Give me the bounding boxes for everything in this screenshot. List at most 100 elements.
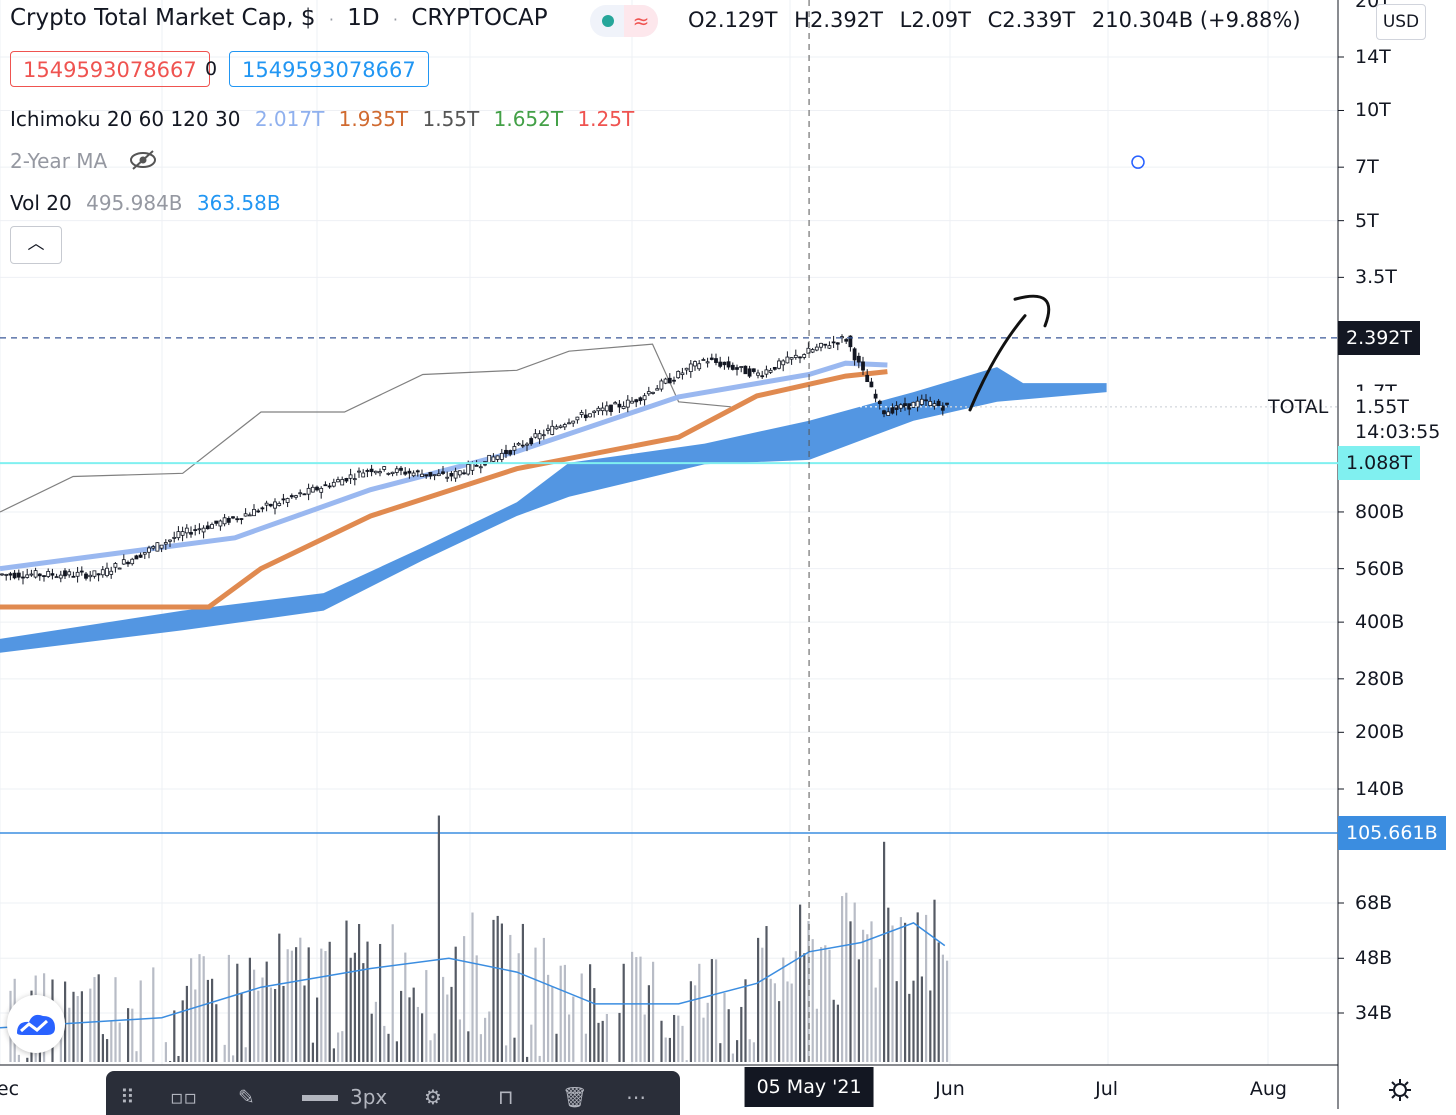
candle-body — [16, 572, 21, 578]
volume-bar — [492, 919, 495, 1062]
volume-bar — [521, 923, 524, 1062]
candle-body — [512, 446, 517, 451]
eye-off-icon[interactable] — [128, 149, 158, 176]
volume-bar — [387, 1033, 390, 1062]
interval[interactable]: 1D — [347, 5, 380, 31]
high-value: 2.392T — [809, 8, 883, 32]
volume-bar — [589, 964, 592, 1062]
candle-body — [718, 361, 723, 367]
volume-bar — [169, 1061, 172, 1062]
ichimoku-kijun-value: 1.935T — [338, 107, 409, 131]
open-value: 2.129T — [704, 8, 778, 32]
annotation-arrow — [968, 314, 1027, 412]
line-width-icon[interactable] — [302, 1095, 338, 1101]
volume-bar — [584, 1033, 587, 1062]
countdown-label: 14:03:55 — [1355, 421, 1441, 443]
candle-body — [634, 399, 639, 403]
volume-bar — [59, 1022, 62, 1062]
buy-button[interactable]: 1549593078667 — [229, 51, 429, 87]
trash-icon[interactable]: 🗑 — [562, 1085, 588, 1109]
volume-bar — [127, 1008, 130, 1062]
volume-bar — [803, 953, 806, 1062]
candle-body — [478, 466, 483, 469]
volume-bar — [593, 988, 596, 1062]
volume-bar — [164, 1042, 167, 1062]
volume-bar — [631, 951, 634, 1062]
candle-body — [348, 474, 353, 479]
collapse-legend-button[interactable]: ︿ — [10, 226, 62, 264]
open-label: O — [688, 8, 705, 32]
sell-button[interactable]: 1549593078667 — [10, 51, 210, 87]
lock-icon[interactable]: ⊓ — [498, 1085, 514, 1109]
current-price-label: 1.55T — [1355, 396, 1409, 418]
line-width-label[interactable]: 3px — [350, 1085, 388, 1109]
volume-tick-label: 48B — [1355, 947, 1393, 970]
ichimoku-legend[interactable]: Ichimoku 20 60 120 30 2.017T 1.935T 1.55… — [10, 107, 634, 131]
chart-title[interactable]: Crypto Total Market Cap, $ — [10, 5, 316, 31]
volume-bar — [815, 1008, 818, 1062]
volume-bar — [437, 815, 440, 1062]
settings-gear-icon[interactable] — [1387, 1077, 1413, 1108]
candle-body — [176, 531, 181, 539]
volume-bar — [316, 997, 319, 1062]
candle-body — [432, 474, 437, 477]
ma-legend[interactable]: 2-Year MA — [10, 149, 158, 176]
y-tick-label: 3.5T — [1355, 266, 1397, 289]
volume-bar — [370, 1013, 373, 1062]
pencil-color-icon[interactable]: ✎ — [238, 1085, 255, 1109]
currency-button[interactable]: USD — [1376, 4, 1426, 40]
candle-body — [499, 452, 504, 460]
candle-body — [508, 450, 513, 455]
volume-bar — [106, 1039, 109, 1062]
candle-body — [155, 542, 160, 552]
anchor-point — [1131, 155, 1145, 169]
volume-bar — [408, 997, 411, 1062]
volume-legend[interactable]: Vol 20 495.984B 363.58B — [10, 191, 281, 215]
symbol-exchange[interactable]: CRYPTOCAP — [411, 5, 548, 31]
drag-handle-icon[interactable]: ⠿ — [120, 1085, 135, 1109]
candle-body — [474, 464, 479, 467]
volume-bar — [215, 1004, 218, 1062]
candle-body — [865, 374, 870, 383]
candle-body — [449, 473, 454, 477]
candle-body — [336, 479, 340, 483]
candle-body — [760, 375, 765, 378]
candle-body — [214, 520, 219, 524]
candle-body — [247, 514, 252, 517]
candle-body — [575, 416, 580, 421]
candle-body — [92, 570, 97, 577]
settings-icon[interactable]: ⚙ — [424, 1085, 442, 1109]
candle-body — [819, 342, 823, 348]
volume-bar — [904, 922, 907, 1062]
volume-bar — [282, 985, 285, 1062]
volume-bar — [236, 963, 239, 1062]
volume-bar — [248, 957, 251, 1062]
lagging-span-line — [0, 343, 731, 513]
candle-body — [676, 370, 681, 379]
volume-bar — [929, 990, 932, 1062]
volume-bar — [26, 1057, 29, 1062]
candle-body — [558, 425, 563, 428]
volume-bar — [635, 957, 638, 1062]
template-icon[interactable]: ▫▫ — [170, 1085, 198, 1109]
candle-body — [525, 443, 529, 446]
candle-body — [58, 574, 63, 579]
market-status-pill[interactable]: ≈ — [590, 5, 658, 37]
tradingview-logo[interactable] — [7, 995, 65, 1053]
volume-bar — [374, 1001, 377, 1062]
candle-body — [441, 471, 445, 474]
volume-bar — [668, 1037, 671, 1062]
candle-body — [642, 395, 647, 401]
candle-body — [168, 539, 172, 542]
volume-bar — [694, 985, 697, 1062]
volume-bar — [194, 989, 197, 1062]
volume-bar — [391, 924, 394, 1062]
volume-bar — [265, 961, 268, 1062]
volume-bar — [526, 1056, 529, 1062]
volume-bar — [916, 912, 919, 1062]
candle-body — [823, 343, 828, 346]
more-icon[interactable]: ⋯ — [626, 1085, 646, 1109]
volume-ma-line — [0, 922, 946, 1029]
volume-bar — [765, 926, 768, 1062]
